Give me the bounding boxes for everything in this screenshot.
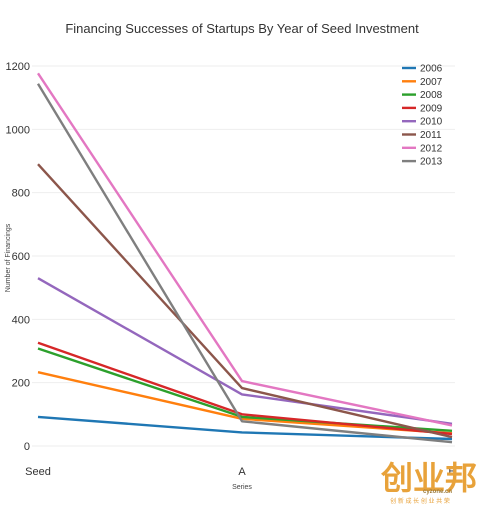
watermark-slogan: 创 新 成 长 创 业 共 荣 — [390, 497, 450, 505]
y-tick-label: 1200 — [6, 61, 30, 73]
legend-label: 2006 — [420, 64, 443, 75]
watermark-url: cyzone.cn — [423, 489, 452, 495]
legend-label: 2013 — [420, 157, 443, 168]
legend-label: 2008 — [420, 90, 443, 101]
y-tick-label: 200 — [12, 378, 30, 390]
series-line-2012 — [36, 72, 453, 427]
y-axis-label: Number of Financings — [5, 223, 12, 292]
legend: 2006 2007 2008 2009 2010 2011 2012 2013 — [402, 64, 443, 168]
legend-label: 2007 — [420, 77, 443, 88]
legend-label: 2012 — [420, 143, 443, 154]
x-axis-label: Series — [232, 484, 252, 491]
series-line-2013 — [36, 83, 453, 444]
chart-title: Financing Successes of Startups By Year … — [65, 21, 419, 36]
watermark-text: 创业邦 — [380, 459, 477, 497]
series-line-2008 — [37, 347, 453, 432]
x-tick-label: Seed — [25, 466, 51, 478]
series-line-2009 — [37, 341, 453, 436]
y-axis-ticks: 0 200 400 600 800 1000 1200 — [6, 61, 30, 453]
legend-label: 2010 — [420, 117, 443, 128]
series-line-2011 — [37, 163, 453, 439]
legend-label: 2011 — [420, 130, 442, 141]
series-lines — [36, 72, 453, 444]
x-axis-ticks: Seed A B — [25, 466, 456, 478]
series-line-2006 — [37, 415, 453, 441]
y-tick-label: 400 — [12, 314, 30, 326]
y-tick-label: 600 — [12, 251, 30, 263]
watermark-logo: 创业邦 cyzone.cn 创 新 成 长 创 业 共 荣 — [380, 459, 477, 505]
series-line-2010 — [37, 277, 453, 425]
y-tick-label: 1000 — [6, 124, 30, 136]
legend-label: 2009 — [420, 103, 443, 114]
x-tick-label: A — [238, 466, 246, 478]
y-tick-label: 800 — [12, 188, 30, 200]
y-tick-label: 0 — [24, 441, 30, 453]
x-tick-label: B — [448, 466, 455, 478]
